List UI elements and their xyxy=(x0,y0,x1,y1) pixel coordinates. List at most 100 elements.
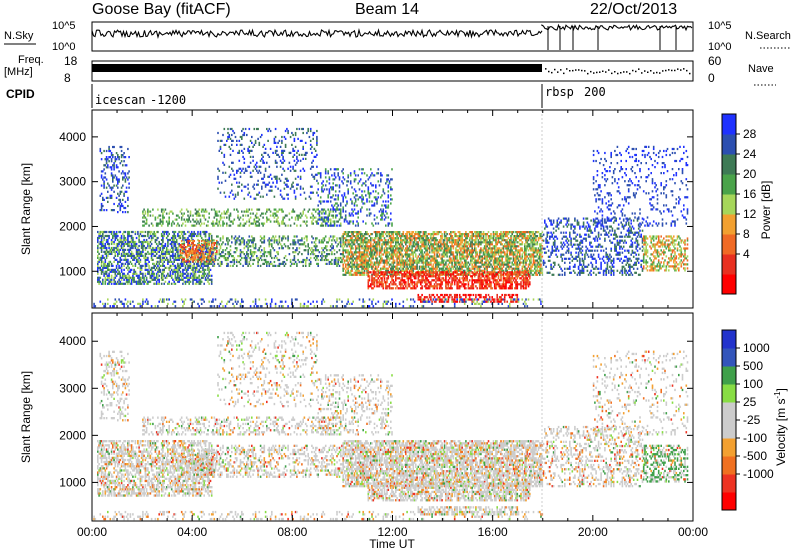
power-cell xyxy=(353,239,356,242)
power-cell xyxy=(328,218,331,221)
power-cell xyxy=(284,255,287,258)
power-cell xyxy=(359,237,362,240)
power-cell xyxy=(243,210,246,213)
power-cell xyxy=(133,270,135,273)
power-cell xyxy=(370,253,372,256)
power-cell xyxy=(104,270,107,273)
power-cell xyxy=(137,252,139,255)
power-cell xyxy=(203,262,205,265)
power-cell xyxy=(110,250,113,253)
power-cell xyxy=(177,278,179,281)
power-cell xyxy=(119,145,122,149)
power-cell xyxy=(351,247,353,250)
power-cell xyxy=(174,230,177,234)
power-cell xyxy=(134,230,137,234)
power-cell xyxy=(446,233,448,236)
power-cell xyxy=(119,272,122,275)
power-cell xyxy=(100,248,103,251)
power-cell xyxy=(446,243,448,246)
power-cell xyxy=(312,253,314,256)
power-cell xyxy=(415,261,417,264)
power-cell xyxy=(149,268,152,271)
power-cell xyxy=(150,278,153,281)
power-cell xyxy=(390,269,392,272)
power-cell xyxy=(343,245,346,248)
nsearch-tick-top: 10^5 xyxy=(708,20,732,32)
power-cell xyxy=(158,262,160,265)
power-cell xyxy=(178,264,180,267)
power-cell xyxy=(179,252,182,255)
power-cell xyxy=(397,269,400,272)
power-cell xyxy=(119,266,122,269)
power-cell xyxy=(134,232,137,236)
power-cell xyxy=(170,264,173,267)
power-cell xyxy=(363,255,366,258)
power-cell xyxy=(172,234,174,238)
power-cell xyxy=(378,245,381,248)
power-cell xyxy=(210,235,213,238)
power-cell xyxy=(352,239,354,242)
power-cell xyxy=(343,237,346,240)
power-cell xyxy=(254,216,257,219)
power-cell xyxy=(393,253,396,256)
power-cell xyxy=(210,274,213,277)
power-cell xyxy=(221,212,223,215)
power-cell xyxy=(344,239,347,242)
power-cell xyxy=(199,278,202,281)
power-cell xyxy=(254,251,257,254)
power-cell xyxy=(306,256,308,260)
power-cell xyxy=(387,261,390,264)
power-cell xyxy=(421,267,423,270)
power-cell xyxy=(138,256,140,259)
power-cell xyxy=(138,276,140,279)
power-cell xyxy=(326,216,328,219)
power-cell xyxy=(128,248,130,251)
power-cell xyxy=(107,240,109,244)
power-cell xyxy=(400,265,402,268)
power-cell xyxy=(122,198,124,201)
power-cell xyxy=(189,214,192,217)
power-cell xyxy=(108,160,110,163)
power-cell xyxy=(359,261,362,264)
power-cell xyxy=(105,248,108,251)
power-cell xyxy=(185,260,188,263)
power-cell xyxy=(180,239,183,243)
power-cell xyxy=(416,249,418,252)
power-cell xyxy=(203,232,205,236)
power-cell xyxy=(354,239,357,242)
power-cell xyxy=(103,244,105,248)
power-cell xyxy=(195,218,198,221)
power-cell xyxy=(476,237,478,240)
power-cell xyxy=(192,218,194,221)
power-cell xyxy=(112,230,114,234)
power-cell xyxy=(97,264,99,267)
power-cell xyxy=(329,262,332,265)
power-cell xyxy=(411,231,413,234)
power-cell xyxy=(388,245,391,248)
power-cell xyxy=(180,218,183,221)
power-cell xyxy=(397,263,400,266)
power-cell xyxy=(139,230,142,234)
nave-dot xyxy=(641,72,643,74)
power-cell xyxy=(127,252,129,255)
power-cell xyxy=(395,233,397,236)
power-cell xyxy=(112,180,114,183)
power-cell xyxy=(113,280,115,283)
power-cell xyxy=(440,245,442,248)
power-cell xyxy=(97,276,99,279)
power-cell xyxy=(202,258,204,261)
power-cell xyxy=(202,268,204,271)
power-cell xyxy=(192,246,194,249)
power-cell xyxy=(226,256,228,260)
power-cell xyxy=(410,237,412,240)
power-cell xyxy=(443,255,446,258)
power-cell xyxy=(383,247,386,250)
power-cell xyxy=(163,244,165,248)
power-cell xyxy=(110,232,113,236)
power-cell xyxy=(238,239,241,242)
power-cell xyxy=(380,239,382,242)
power-cell xyxy=(237,260,239,264)
power-cell xyxy=(110,270,113,273)
power-cell xyxy=(113,260,115,263)
power-cell xyxy=(150,270,153,273)
